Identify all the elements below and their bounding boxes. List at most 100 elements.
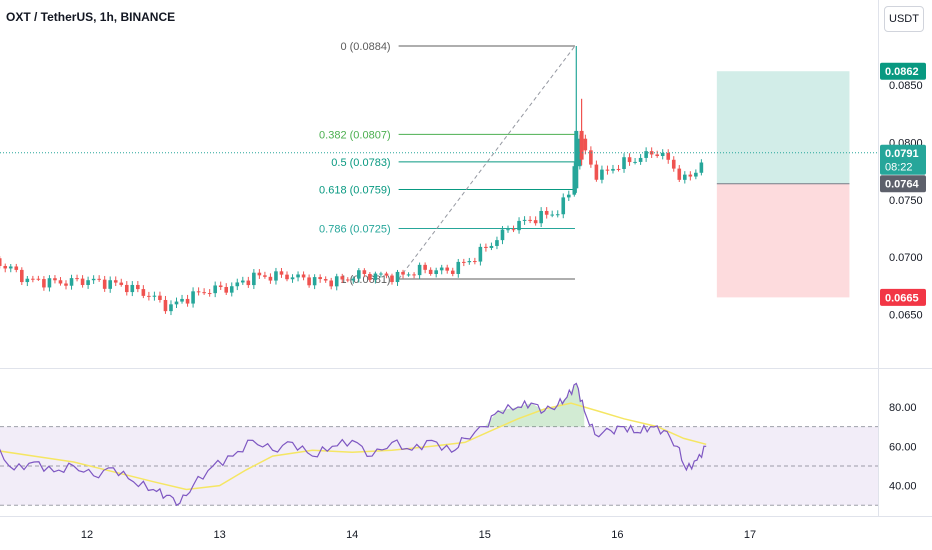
candle-body: [566, 194, 571, 198]
candle-body: [550, 214, 555, 216]
fib-level-label: 0.786 (0.0725): [319, 224, 391, 236]
candle-body: [611, 168, 615, 171]
price-label-stop: [880, 288, 926, 306]
candle-body: [119, 282, 124, 285]
rsi-line: [0, 382, 707, 507]
candle-body: [362, 270, 367, 274]
candle-body: [373, 273, 378, 280]
candle-body: [69, 278, 74, 286]
candle-body: [80, 278, 85, 286]
candle-body: [495, 240, 499, 246]
candle-body: [660, 152, 665, 157]
candle-body: [500, 229, 505, 241]
candle-body: [241, 280, 245, 283]
candle-body: [644, 151, 648, 158]
candle-body: [368, 273, 372, 280]
fib-level-label: 0 (0.0884): [340, 41, 390, 53]
candle-body: [296, 274, 300, 278]
candle-body: [42, 279, 46, 288]
candle-body: [14, 266, 19, 270]
candle-body: [589, 150, 593, 165]
candle-body: [539, 210, 543, 224]
price-label-entry: [880, 175, 926, 193]
candle-body: [655, 154, 659, 157]
candle-body: [633, 161, 637, 163]
candle-body: [395, 271, 400, 283]
candle-body: [533, 220, 538, 224]
candle-body: [136, 284, 140, 290]
candle-body: [47, 278, 52, 288]
currency-selector[interactable]: USDT: [884, 6, 924, 32]
candle-body: [600, 169, 604, 180]
candle-body: [86, 280, 90, 286]
spike-candle-body: [574, 130, 579, 189]
candle-body: [102, 279, 107, 289]
candle-body: [594, 164, 599, 180]
candle-body: [213, 285, 217, 294]
candle-body: [307, 277, 311, 286]
candle-body: [401, 271, 405, 275]
rsi-overbought-fill: [484, 383, 585, 427]
price-tick-label: 0.0850: [889, 80, 923, 92]
candle-body: [323, 279, 328, 281]
price-tick-label: 0.0750: [889, 195, 923, 207]
candle-body: [113, 280, 118, 283]
candle-body: [130, 284, 135, 293]
candle-body: [699, 162, 704, 173]
fib-level-label: 0.618 (0.0759): [319, 184, 391, 196]
candle-body: [257, 272, 262, 276]
candle-body: [20, 269, 24, 283]
candle-body: [207, 293, 212, 295]
candle-body: [301, 274, 306, 278]
candle-body: [605, 169, 610, 171]
candles-group: [0, 45, 704, 316]
candle-body: [246, 280, 251, 286]
candle-body: [274, 271, 278, 281]
candle-body: [36, 278, 41, 280]
candle-body: [124, 284, 129, 293]
candle-body: [158, 295, 162, 300]
candle-body: [384, 273, 389, 276]
candle-body: [506, 229, 510, 231]
rsi-tick-label: 40.00: [889, 481, 917, 493]
candle-body: [445, 267, 450, 271]
candle-body: [489, 245, 494, 248]
time-tick-label: 13: [213, 529, 225, 541]
candle-body: [318, 277, 322, 280]
candle-body: [108, 280, 113, 289]
candle-body: [174, 301, 179, 305]
candle-body: [202, 292, 206, 294]
candle-body: [229, 286, 234, 293]
candle-body: [428, 269, 433, 274]
candle-body: [31, 278, 35, 280]
price-label-text: 0.0791: [885, 148, 919, 160]
candle-body: [616, 168, 621, 170]
price-label-current: [880, 144, 926, 175]
candle-body: [439, 267, 444, 271]
candle-body: [417, 264, 422, 276]
candle-body: [671, 159, 676, 169]
rsi-tick-label: 60.00: [889, 441, 917, 453]
candle-body: [561, 197, 566, 215]
candle-body: [312, 277, 317, 286]
candle-body: [345, 279, 350, 281]
candle-body: [522, 219, 527, 221]
candle-body: [185, 298, 190, 304]
fib-level-label: 0.5 (0.0783): [331, 157, 390, 169]
position-target-zone: [716, 71, 850, 184]
candle-body: [638, 157, 643, 162]
price-label-text: 0.0665: [885, 292, 919, 304]
candle-body: [218, 285, 223, 288]
price-label-text: 0.0764: [885, 179, 920, 191]
candle-body: [180, 298, 184, 302]
candle-body: [484, 246, 488, 248]
candle-body: [544, 210, 549, 215]
candle-body: [263, 275, 267, 277]
rsi-ma-line: [0, 402, 707, 491]
candle-body: [450, 270, 455, 274]
candle-body: [290, 277, 295, 280]
position-stop-zone: [716, 183, 850, 298]
candle-body: [75, 278, 79, 280]
candle-body: [390, 275, 394, 283]
